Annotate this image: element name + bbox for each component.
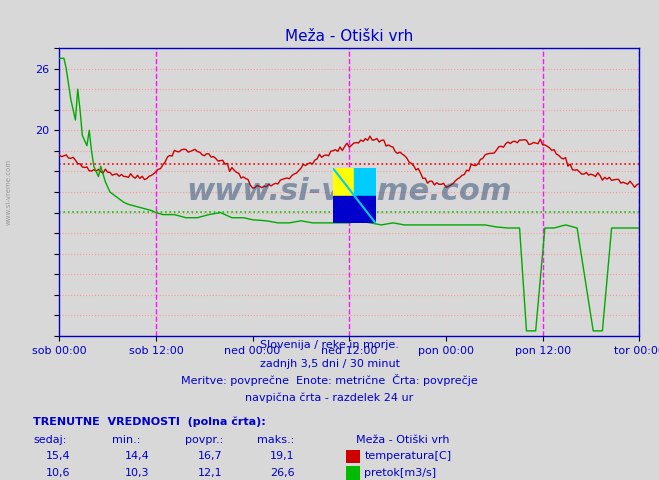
- Text: pretok[m3/s]: pretok[m3/s]: [364, 468, 436, 478]
- Bar: [333, 168, 355, 196]
- Text: temperatura[C]: temperatura[C]: [364, 451, 451, 461]
- Bar: [333, 196, 376, 223]
- Text: www.si-vreme.com: www.si-vreme.com: [5, 159, 12, 225]
- Text: 10,6: 10,6: [46, 468, 71, 478]
- Text: 16,7: 16,7: [198, 451, 222, 461]
- Text: TRENUTNE  VREDNOSTI  (polna črta):: TRENUTNE VREDNOSTI (polna črta):: [33, 416, 266, 427]
- Text: 15,4: 15,4: [46, 451, 71, 461]
- Text: zadnjh 3,5 dni / 30 minut: zadnjh 3,5 dni / 30 minut: [260, 359, 399, 369]
- Text: min.:: min.:: [112, 435, 140, 445]
- Text: povpr.:: povpr.:: [185, 435, 223, 445]
- Text: Meža - Otiški vrh: Meža - Otiški vrh: [356, 435, 449, 445]
- Text: maks.:: maks.:: [257, 435, 295, 445]
- Bar: [355, 168, 376, 196]
- Text: 19,1: 19,1: [270, 451, 295, 461]
- Text: www.si-vreme.com: www.si-vreme.com: [186, 178, 512, 206]
- Title: Meža - Otiški vrh: Meža - Otiški vrh: [285, 29, 413, 44]
- Text: 10,3: 10,3: [125, 468, 150, 478]
- Text: Slovenija / reke in morje.: Slovenija / reke in morje.: [260, 340, 399, 350]
- Text: 12,1: 12,1: [198, 468, 222, 478]
- Text: Meritve: povprečne  Enote: metrične  Črta: povprečje: Meritve: povprečne Enote: metrične Črta:…: [181, 374, 478, 386]
- Text: 14,4: 14,4: [125, 451, 150, 461]
- Text: 26,6: 26,6: [270, 468, 295, 478]
- Text: sedaj:: sedaj:: [33, 435, 67, 445]
- Text: navpična črta - razdelek 24 ur: navpična črta - razdelek 24 ur: [245, 392, 414, 403]
